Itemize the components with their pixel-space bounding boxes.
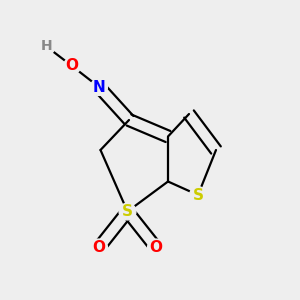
Circle shape [91, 239, 107, 256]
Circle shape [91, 79, 107, 95]
Text: S: S [122, 204, 133, 219]
Circle shape [119, 203, 136, 220]
Text: O: O [65, 58, 79, 74]
Circle shape [148, 239, 164, 256]
Text: H: H [41, 40, 52, 53]
Text: N: N [93, 80, 105, 94]
Text: O: O [92, 240, 106, 255]
Text: O: O [149, 240, 163, 255]
Circle shape [38, 38, 55, 55]
Circle shape [190, 187, 206, 203]
Circle shape [64, 58, 80, 74]
Text: S: S [193, 188, 203, 202]
